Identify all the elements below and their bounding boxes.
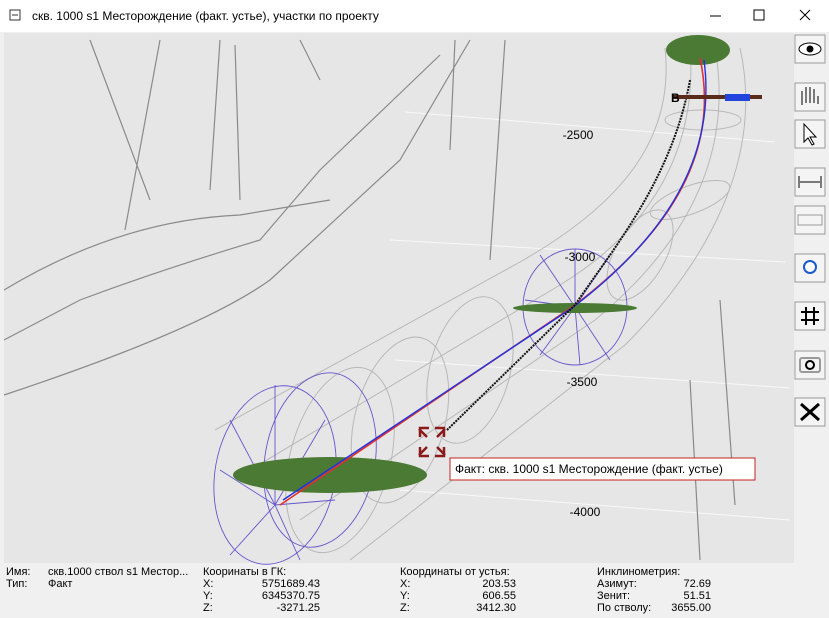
field-value: -3271.25 xyxy=(277,602,320,614)
field-label: По стволу: xyxy=(597,602,651,614)
field-label: X: xyxy=(400,578,410,590)
svg-text:B: B xyxy=(671,91,680,105)
field-label: Y: xyxy=(203,590,213,602)
well-marker: B xyxy=(671,91,762,105)
ruler-button[interactable] xyxy=(794,205,826,235)
grid-button[interactable] xyxy=(794,301,826,331)
close-button[interactable] xyxy=(799,9,811,21)
group-title: Инклинометрия: xyxy=(597,566,680,578)
field-label: Z: xyxy=(203,602,213,614)
field-label: Y: xyxy=(400,590,410,602)
field-label: Азимут: xyxy=(597,578,637,590)
toolbar xyxy=(794,34,826,427)
maximize-button[interactable] xyxy=(753,9,765,21)
move-cursor xyxy=(418,426,446,458)
field-value: 5751689.43 xyxy=(262,578,320,590)
title-bar xyxy=(0,0,829,32)
field-value: 606.55 xyxy=(482,590,516,602)
name-value: скв.1000 ствол s1 Местор... xyxy=(48,566,188,578)
field-label: Зенит: xyxy=(597,590,630,602)
window-title: скв. 1000 s1 Месторождение (факт. устье)… xyxy=(32,9,379,23)
screenshot-button[interactable] xyxy=(794,350,826,380)
field-value: 3412.30 xyxy=(476,602,516,614)
field-value: 6345370.75 xyxy=(262,590,320,602)
type-label: Тип: xyxy=(6,578,27,590)
info-panel: Имя: скв.1000 ствол s1 Местор... Тип: Фа… xyxy=(6,566,711,614)
group-title: Координаты от устья: xyxy=(400,566,510,578)
field-label: X: xyxy=(203,578,213,590)
field-value: 203.53 xyxy=(482,578,516,590)
select-button[interactable] xyxy=(794,119,826,149)
group-title: Кооринаты в ГК: xyxy=(203,566,286,578)
depth-label: -3500 xyxy=(567,375,598,389)
view-button[interactable] xyxy=(794,34,826,64)
tooltip xyxy=(449,457,756,481)
field-value: 72.69 xyxy=(683,578,711,590)
pan-button[interactable] xyxy=(794,82,826,112)
depth-label: -3000 xyxy=(565,250,596,264)
settings-button[interactable] xyxy=(794,397,826,427)
field-value: 3655.00 xyxy=(671,602,711,614)
tooltip-text: Факт: скв. 1000 s1 Месторождение (факт. … xyxy=(455,462,723,476)
app-icon xyxy=(9,9,21,21)
zoom-button[interactable] xyxy=(794,253,826,283)
3d-view: B -2500 -3000 -3500 -4000 Факт: скв. 100… xyxy=(3,33,794,565)
depth-label: -4000 xyxy=(570,505,601,519)
field-value: 51.51 xyxy=(683,590,711,602)
field-label: Z: xyxy=(400,602,410,614)
name-label: Имя: xyxy=(6,566,30,578)
depth-label: -2500 xyxy=(563,128,594,142)
type-value: Факт xyxy=(48,578,72,590)
measure-button[interactable] xyxy=(794,167,826,197)
